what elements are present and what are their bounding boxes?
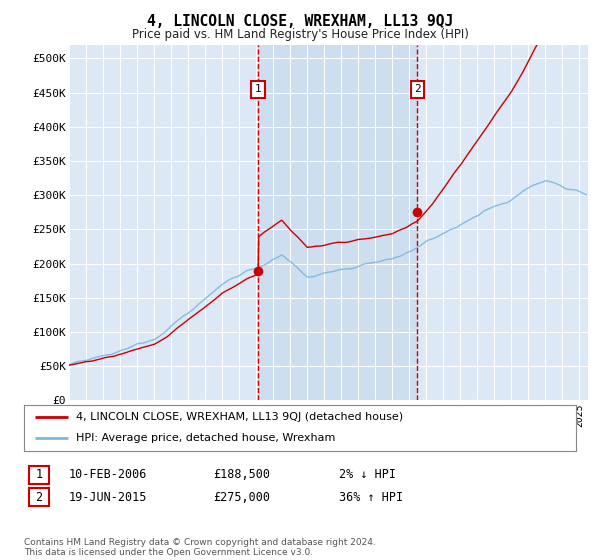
Text: 1: 1 — [35, 468, 43, 482]
Text: Contains HM Land Registry data © Crown copyright and database right 2024.
This d: Contains HM Land Registry data © Crown c… — [24, 538, 376, 557]
Text: 4, LINCOLN CLOSE, WREXHAM, LL13 9QJ (detached house): 4, LINCOLN CLOSE, WREXHAM, LL13 9QJ (det… — [76, 412, 404, 422]
Text: 2: 2 — [35, 491, 43, 504]
Text: 19-JUN-2015: 19-JUN-2015 — [69, 491, 148, 504]
Text: 2% ↓ HPI: 2% ↓ HPI — [339, 468, 396, 482]
Text: 1: 1 — [254, 84, 262, 94]
Bar — [258, 45, 418, 400]
Text: 10-FEB-2006: 10-FEB-2006 — [69, 468, 148, 482]
Text: £275,000: £275,000 — [213, 491, 270, 504]
Text: £188,500: £188,500 — [213, 468, 270, 482]
Text: Price paid vs. HM Land Registry's House Price Index (HPI): Price paid vs. HM Land Registry's House … — [131, 28, 469, 41]
Text: 36% ↑ HPI: 36% ↑ HPI — [339, 491, 403, 504]
Text: 2: 2 — [414, 84, 421, 94]
Text: HPI: Average price, detached house, Wrexham: HPI: Average price, detached house, Wrex… — [76, 433, 336, 444]
Text: 4, LINCOLN CLOSE, WREXHAM, LL13 9QJ: 4, LINCOLN CLOSE, WREXHAM, LL13 9QJ — [147, 14, 453, 29]
